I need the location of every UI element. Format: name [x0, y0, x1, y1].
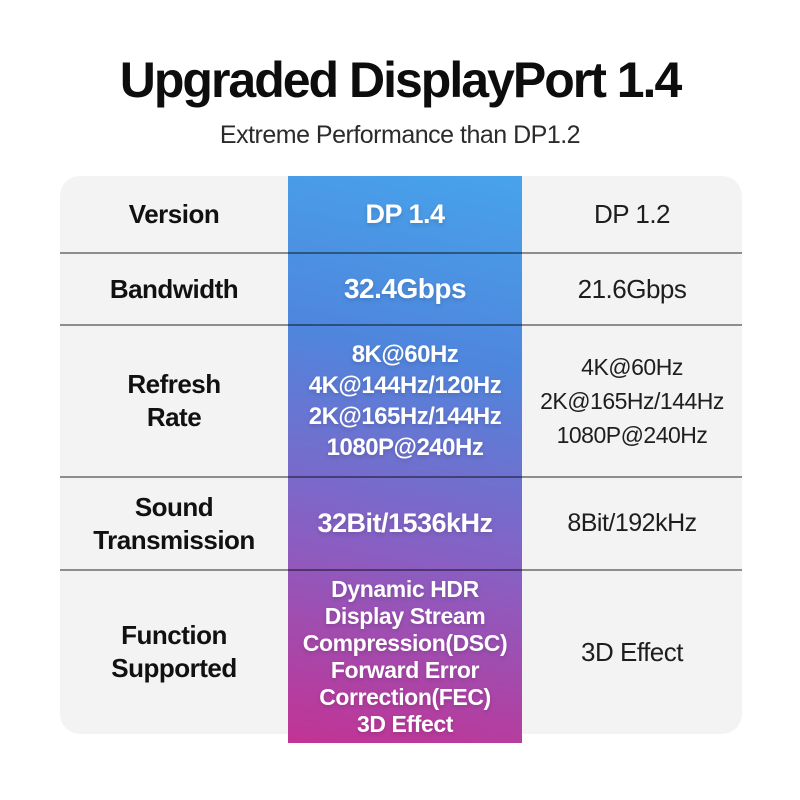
value-text: Forward Error [330, 656, 480, 683]
label-text: Function [121, 620, 227, 650]
row-divider [60, 476, 742, 478]
label-text: Sound [134, 491, 214, 522]
version-row-label: Version [60, 176, 288, 253]
bandwidth-dp12-value: 21.6Gbps [522, 253, 742, 325]
function-supported-row-label: Function Supported [60, 570, 288, 734]
label-text: Supported [111, 653, 237, 683]
value-text: 8Bit/192kHz [567, 509, 697, 537]
label-text: Bandwidth [109, 273, 239, 304]
highlight-column-dp14 [288, 176, 522, 743]
function-supported-dp12-value: 3D Effect [522, 570, 742, 734]
label-text: Version [128, 199, 220, 229]
label-text: Rate [146, 402, 202, 432]
value-text: 32Bit/1536kHz [317, 508, 493, 538]
bandwidth-row-label: Bandwidth [60, 253, 288, 325]
value-text: Display Stream [324, 602, 486, 629]
value-text: DP 1.4 [365, 199, 445, 229]
value-text: 3D Effect [581, 636, 683, 667]
refresh-rate-dp12-value: 4K@60Hz 2K@165Hz/144Hz 1080P@240Hz [522, 325, 742, 477]
value-text: 3D Effect [356, 710, 454, 737]
row-divider [60, 569, 742, 571]
value-text: 2K@165Hz/144Hz [540, 388, 724, 414]
bandwidth-dp14-value: 32.4Gbps [288, 253, 522, 325]
row-divider [60, 252, 742, 254]
value-text: DP 1.2 [593, 199, 671, 229]
version-dp14-value: DP 1.4 [288, 176, 522, 253]
value-text: Compression(DSC) [302, 629, 508, 656]
comparison-table: Version DP 1.4 DP 1.2 Bandwidth 32.4Gbps… [60, 176, 742, 743]
value-text: Dynamic HDR [331, 575, 479, 602]
value-text: 1080P@240Hz [326, 434, 484, 461]
value-text: 4K@144Hz/120Hz [308, 372, 502, 399]
value-text: 32.4Gbps [343, 273, 467, 304]
function-supported-dp14-value: Dynamic HDR Display Stream Compression(D… [288, 570, 522, 743]
refresh-rate-dp14-value: 8K@60Hz 4K@144Hz/120Hz 2K@165Hz/144Hz 10… [288, 325, 522, 477]
page-subtitle: Extreme Performance than DP1.2 [219, 121, 581, 149]
sound-transmission-row-label: Sound Transmission [60, 477, 288, 570]
sound-transmission-dp12-value: 8Bit/192kHz [522, 477, 742, 570]
version-dp12-value: DP 1.2 [522, 176, 742, 253]
page-title: Upgraded DisplayPort 1.4 [119, 52, 683, 108]
value-text: 4K@60Hz [581, 354, 683, 380]
value-text: Correction(FEC) [319, 683, 491, 710]
value-text: 2K@165Hz/144Hz [308, 403, 502, 430]
sound-transmission-dp14-value: 32Bit/1536kHz [288, 477, 522, 570]
label-text: Transmission [93, 524, 255, 555]
value-text: 21.6Gbps [577, 273, 687, 304]
label-text: Refresh [127, 369, 221, 399]
refresh-rate-row-label: Refresh Rate [60, 325, 288, 477]
value-text: 8K@60Hz [351, 341, 459, 368]
value-text: 1080P@240Hz [556, 422, 708, 448]
row-divider [60, 324, 742, 326]
